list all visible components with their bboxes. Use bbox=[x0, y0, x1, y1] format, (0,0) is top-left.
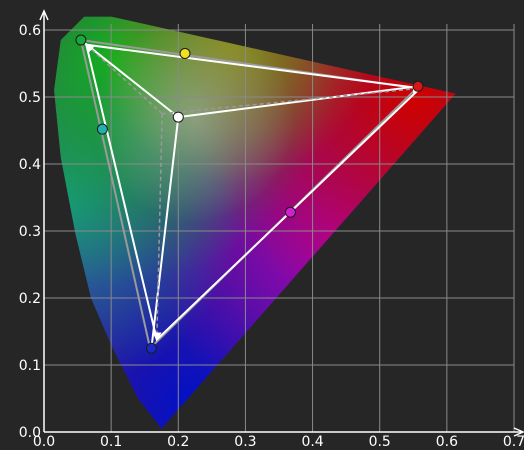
y-tick-label: 0.6 bbox=[19, 23, 41, 39]
axes: 0.0 0.1 0.2 0.3 0.4 0.5 0.6 0.0 0.1 0.2 0.3 0.4 0.5 0… bbox=[19, 9, 524, 450]
x-axis-arrow bbox=[513, 427, 524, 437]
x-tick-label: 0.7 bbox=[503, 434, 524, 450]
y-axis-arrow bbox=[39, 9, 49, 21]
blue-point bbox=[145, 342, 157, 354]
color-points bbox=[75, 34, 424, 354]
target-white-vector bbox=[162, 84, 422, 115]
grid bbox=[44, 24, 515, 432]
y-tick-label: 0.1 bbox=[19, 358, 41, 374]
white-to-blue-line bbox=[150, 116, 180, 349]
x-tick-label: 0.1 bbox=[100, 434, 122, 450]
y-tick-label: 0.4 bbox=[19, 157, 41, 173]
x-tick-label: 0.4 bbox=[301, 434, 323, 450]
x-tick-label: 0.3 bbox=[234, 434, 256, 450]
yellow-point bbox=[179, 47, 191, 59]
y-tick-label: 0.0 bbox=[19, 425, 41, 441]
y-tick-label: 0.3 bbox=[19, 224, 41, 240]
target-white-vector bbox=[152, 113, 163, 342]
x-tick-label: 0.2 bbox=[167, 434, 189, 450]
x-tick-label: 0.6 bbox=[436, 434, 458, 450]
red-point bbox=[412, 80, 424, 92]
cyan-point bbox=[96, 123, 108, 135]
x-tick-label: 0.0 bbox=[33, 434, 55, 450]
green-point bbox=[75, 34, 87, 46]
target-white-vector bbox=[84, 43, 163, 115]
y-tick-label: 0.2 bbox=[19, 291, 41, 307]
gamut-triangles bbox=[79, 38, 422, 351]
y-tick-label: 0.5 bbox=[19, 90, 41, 106]
x-tick-label: 0.5 bbox=[369, 434, 391, 450]
white-point bbox=[172, 111, 184, 123]
magenta-point bbox=[284, 206, 296, 218]
white-to-green-line bbox=[80, 39, 179, 118]
white-to-red-line bbox=[178, 85, 419, 119]
